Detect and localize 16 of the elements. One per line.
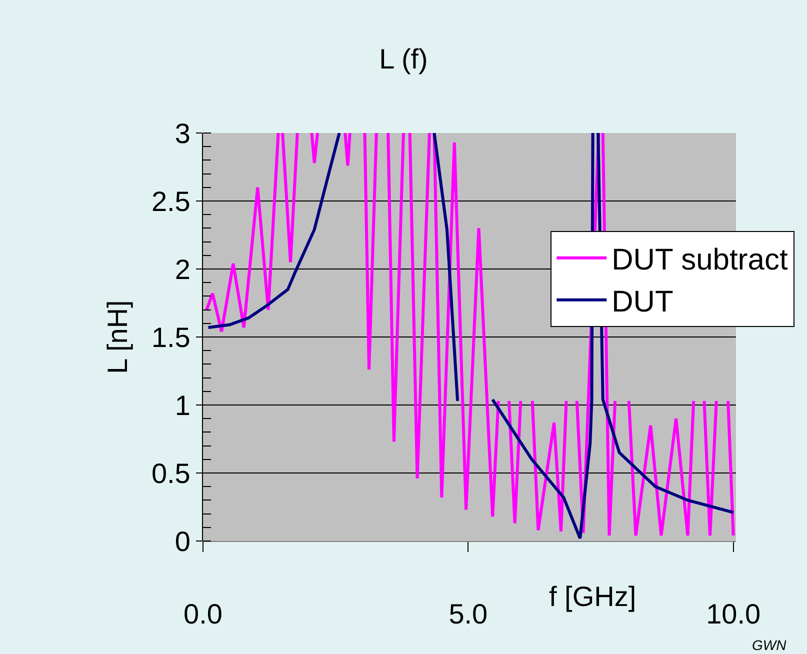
x-tick-label: 0.0: [184, 598, 222, 630]
legend-label: DUT: [612, 286, 674, 319]
x-axis-title: f [GHz]: [549, 581, 636, 612]
y-axis-title: L [nH]: [102, 300, 134, 374]
y-tick-label: 1: [174, 390, 190, 421]
y-tick-label: 2: [174, 254, 190, 285]
y-tick-label: 0: [174, 526, 190, 557]
y-tick-label: 2.5: [151, 186, 190, 217]
y-tick-label: 0.5: [151, 458, 190, 489]
chart-title: L (f): [379, 44, 428, 75]
legend-label: DUT subtract: [612, 244, 788, 277]
y-tick-label: 3: [174, 118, 190, 149]
text: GWN: [752, 637, 788, 653]
x-tick-label: 5.0: [448, 598, 488, 630]
x-tick-label: 10.0: [706, 598, 761, 630]
y-tick-label: 1.5: [151, 322, 190, 353]
